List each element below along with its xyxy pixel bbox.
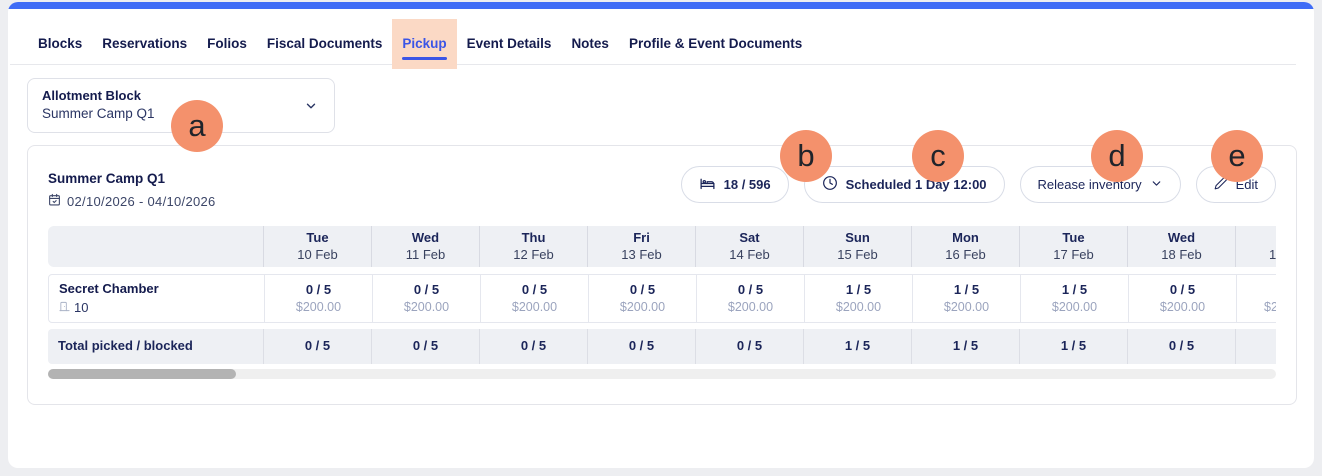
schedule-button[interactable]: Scheduled 1 Day 12:00 (803, 166, 1005, 203)
table-header-col: Mon 16 Feb (911, 226, 1019, 267)
room-type-capacity: 10 (59, 300, 88, 316)
room-type-cell: Secret Chamber 10 (49, 275, 264, 322)
tab-event-details[interactable]: Event Details (466, 36, 552, 51)
page-container: Blocks Reservations Folios Fiscal Docume… (8, 2, 1314, 468)
tab-bar: Blocks Reservations Folios Fiscal Docume… (8, 19, 1314, 69)
chevron-down-icon (304, 99, 318, 118)
pickup-cell[interactable]: 0 / 5 $200.00 (264, 275, 372, 322)
annotation-marker-a[interactable]: a (171, 100, 223, 152)
tab-profile-event-documents[interactable]: Profile & Event Documents (628, 36, 803, 51)
room-capacity-value: 10 (74, 299, 89, 315)
total-cell-clipped (1235, 329, 1276, 364)
annotation-marker-b[interactable]: b (780, 130, 832, 182)
tab-reservations[interactable]: Reservations (102, 36, 188, 51)
total-cell: 0 / 5 (263, 329, 371, 364)
room-type-row: Secret Chamber 10 0 / 5 $200.00 0 / 5 $200… (48, 274, 1276, 323)
pickup-count-label: 18 / 596 (723, 177, 771, 192)
scrollbar-thumb[interactable] (48, 369, 236, 379)
table-header-col: Thu 12 Feb (479, 226, 587, 267)
pickup-cell[interactable]: 1 / 5 $200.00 (912, 275, 1020, 322)
pickup-cell-clipped: $2 (1236, 275, 1276, 322)
bed-icon (699, 175, 716, 195)
pickup-cell[interactable]: 0 / 5 $200.00 (588, 275, 696, 322)
total-cell: 0 / 5 (587, 329, 695, 364)
total-cell: 1 / 5 (803, 329, 911, 364)
table-header-col-clipped: 1 (1235, 226, 1276, 267)
tab-folios[interactable]: Folios (207, 36, 247, 51)
tab-fiscal-documents[interactable]: Fiscal Documents (266, 36, 383, 51)
pickup-cell[interactable]: 0 / 5 $200.00 (372, 275, 480, 322)
total-cell: 0 / 5 (371, 329, 479, 364)
table-header-empty-cell (48, 226, 263, 267)
pickup-cell[interactable]: 0 / 5 $200.00 (696, 275, 804, 322)
table-header-col: Sat 14 Feb (695, 226, 803, 267)
calendar-icon (48, 193, 61, 209)
annotation-marker-c[interactable]: c (912, 130, 964, 182)
allotment-block-value: Summer Camp Q1 (42, 106, 155, 121)
block-date-range-text: 02/10/2026 - 04/10/2026 (67, 193, 216, 209)
annotation-marker-e[interactable]: e (1211, 130, 1263, 182)
table-header-col: Wed 18 Feb (1127, 226, 1235, 267)
pickup-count-button[interactable]: 18 / 596 (680, 166, 789, 203)
allotment-block-label: Allotment Block (42, 88, 141, 103)
clock-icon (822, 175, 838, 194)
total-cell: 1 / 5 (1019, 329, 1127, 364)
room-icon (59, 300, 70, 316)
total-label-cell: Total picked / blocked (58, 338, 193, 354)
total-cell: 1 / 5 (911, 329, 1019, 364)
total-cell: 0 / 5 (479, 329, 587, 364)
room-type-name: Secret Chamber (59, 281, 159, 297)
block-card-header: Summer Camp Q1 02/10/2026 - 04/10/2026 1… (48, 166, 1276, 209)
annotation-marker-d[interactable]: d (1091, 130, 1143, 182)
tab-notes[interactable]: Notes (571, 36, 609, 51)
total-cell: 0 / 5 (695, 329, 803, 364)
total-cell: 0 / 5 (1127, 329, 1235, 364)
block-actions: 18 / 596 Scheduled 1 Day 12:00 Release i… (680, 166, 1276, 203)
chevron-down-icon (1150, 177, 1163, 193)
top-accent-bar (8, 2, 1314, 9)
tab-bar-divider (10, 64, 1296, 65)
pickup-block-card: Summer Camp Q1 02/10/2026 - 04/10/2026 1… (27, 145, 1297, 405)
table-header-col: Tue 17 Feb (1019, 226, 1127, 267)
block-title: Summer Camp Q1 (48, 171, 166, 186)
table-header-row: Tue 10 Feb Wed 11 Feb Thu 12 Feb Fri 13 Feb … (48, 226, 1276, 267)
tab-pickup[interactable]: Pickup (392, 19, 457, 69)
total-row: Total picked / blocked 0 / 5 0 / 5 0 / 5… (48, 329, 1276, 364)
table-header-col: Wed 11 Feb (371, 226, 479, 267)
table-header-col: Sun 15 Feb (803, 226, 911, 267)
pickup-cell[interactable]: 0 / 5 $200.00 (1128, 275, 1236, 322)
table-header-col: Fri 13 Feb (587, 226, 695, 267)
block-date-range: 02/10/2026 - 04/10/2026 (48, 193, 216, 209)
pickup-cell[interactable]: 1 / 5 $200.00 (1020, 275, 1128, 322)
tab-blocks[interactable]: Blocks (38, 36, 83, 51)
table-header-col: Tue 10 Feb (263, 226, 371, 267)
schedule-label: Scheduled 1 Day 12:00 (845, 177, 987, 192)
horizontal-scrollbar[interactable] (48, 369, 1276, 379)
pickup-cell[interactable]: 1 / 5 $200.00 (804, 275, 912, 322)
pickup-cell[interactable]: 0 / 5 $200.00 (480, 275, 588, 322)
pickup-table: Tue 10 Feb Wed 11 Feb Thu 12 Feb Fri 13 Feb … (48, 226, 1276, 379)
block-info: Summer Camp Q1 02/10/2026 - 04/10/2026 (48, 166, 216, 209)
